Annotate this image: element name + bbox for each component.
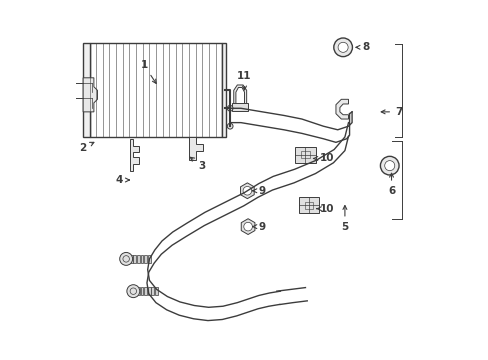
Circle shape <box>120 252 132 265</box>
Text: 7: 7 <box>381 107 402 117</box>
Polygon shape <box>241 219 254 234</box>
Polygon shape <box>83 78 97 112</box>
Bar <box>137 255 140 263</box>
Circle shape <box>227 123 233 129</box>
Polygon shape <box>335 99 348 119</box>
Polygon shape <box>83 43 89 137</box>
Text: 4: 4 <box>115 175 129 185</box>
Bar <box>298 197 319 213</box>
Text: 8: 8 <box>355 42 369 52</box>
Polygon shape <box>188 137 202 160</box>
Bar <box>133 255 136 263</box>
Polygon shape <box>222 43 225 137</box>
Circle shape <box>384 161 394 171</box>
Bar <box>232 103 247 111</box>
Circle shape <box>126 285 140 298</box>
Bar <box>155 287 158 296</box>
Text: 3: 3 <box>190 157 204 171</box>
Bar <box>295 147 315 163</box>
Text: 9: 9 <box>252 186 265 196</box>
Circle shape <box>380 156 398 175</box>
Bar <box>301 151 309 158</box>
Bar <box>147 255 150 263</box>
Text: 10: 10 <box>316 204 333 214</box>
Polygon shape <box>233 85 246 105</box>
Circle shape <box>227 105 233 111</box>
Bar <box>144 255 147 263</box>
Bar <box>140 287 143 296</box>
Polygon shape <box>129 139 139 171</box>
Bar <box>304 202 313 209</box>
Text: 10: 10 <box>313 153 333 163</box>
Text: 2: 2 <box>80 142 94 153</box>
Text: 9: 9 <box>252 222 265 231</box>
Text: 1: 1 <box>140 60 156 84</box>
Circle shape <box>333 38 352 57</box>
Bar <box>151 287 154 296</box>
Circle shape <box>337 42 347 52</box>
Polygon shape <box>240 183 254 199</box>
Circle shape <box>244 222 252 231</box>
Bar <box>140 255 143 263</box>
Bar <box>147 287 150 296</box>
Bar <box>129 255 132 263</box>
Text: 5: 5 <box>341 206 348 231</box>
Bar <box>137 287 140 296</box>
Bar <box>144 287 147 296</box>
Circle shape <box>243 186 251 195</box>
Text: 11: 11 <box>237 71 251 90</box>
Text: 6: 6 <box>387 173 394 196</box>
